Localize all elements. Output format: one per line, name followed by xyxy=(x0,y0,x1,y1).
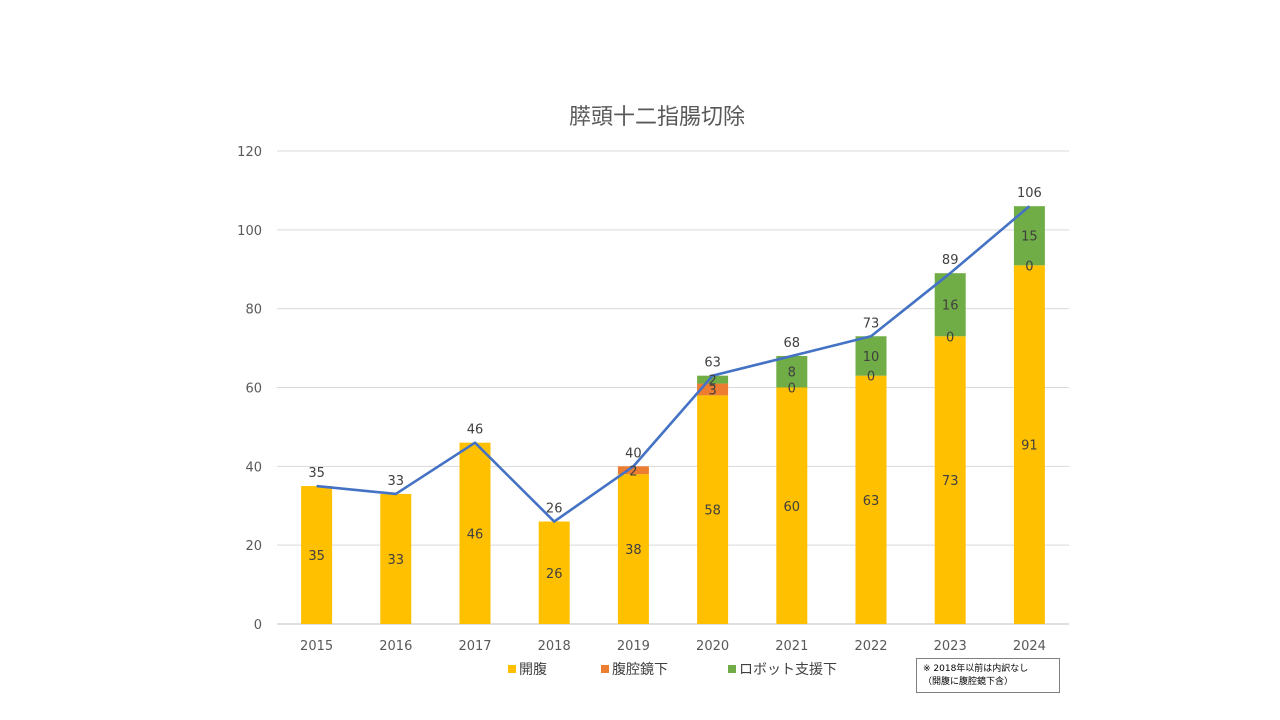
bar-segment-0 xyxy=(617,474,649,624)
total-label: 26 xyxy=(546,502,563,517)
bar-segment-0 xyxy=(1013,265,1045,624)
legend-swatch-0 xyxy=(508,665,516,673)
x-tick-label: 2018 xyxy=(538,639,571,654)
total-label: 63 xyxy=(704,356,721,371)
total-line xyxy=(316,205,1031,523)
x-tick-label: 2023 xyxy=(934,639,967,654)
segment-label: 2 xyxy=(708,374,716,389)
total-label: 46 xyxy=(467,423,484,438)
segment-label: 0 xyxy=(1025,259,1033,274)
segment-label: 38 xyxy=(625,543,642,558)
bar-segment-0 xyxy=(776,387,808,624)
x-axis-ticks: 2015 2016 2017 2018 2019 2020 2021 2022 2023 2024 xyxy=(300,639,1046,654)
bar-segment-0 xyxy=(301,486,333,624)
y-tick-label: 100 xyxy=(237,224,262,239)
total-label: 73 xyxy=(863,316,880,331)
bar-segment-1 xyxy=(697,383,729,396)
segment-label: 63 xyxy=(863,494,880,509)
total-series-line xyxy=(316,205,1031,523)
segment-label: 8 xyxy=(788,366,796,381)
y-axis-ticks: 0 20 40 60 80 100 120 xyxy=(237,145,262,633)
total-label: 106 xyxy=(1017,186,1042,201)
data-labels: 35 33462638258326008630107301691015353346… xyxy=(308,186,1041,582)
legend-label-2: ロボット支援下 xyxy=(739,662,837,678)
bar-segment-0 xyxy=(538,521,570,624)
bar-segment-0 xyxy=(697,395,729,624)
segment-label: 2 xyxy=(629,464,637,479)
segment-label: 91 xyxy=(1021,439,1038,454)
bar-segment-0 xyxy=(380,493,412,624)
total-label: 33 xyxy=(388,474,405,489)
legend-label-1: 腹腔鏡下 xyxy=(612,661,668,678)
segment-label: 16 xyxy=(942,299,959,314)
note-line-2: （開腹に腹腔鏡下含） xyxy=(923,677,1014,687)
x-tick-label: 2021 xyxy=(775,639,808,654)
legend-label-0: 開腹 xyxy=(519,661,547,678)
y-tick-label: 20 xyxy=(245,539,262,554)
x-tick-label: 2019 xyxy=(617,639,650,654)
y-tick-label: 40 xyxy=(245,460,262,475)
segment-label: 0 xyxy=(867,370,875,385)
segment-label: 60 xyxy=(784,500,801,515)
bar-segment-1 xyxy=(617,466,649,475)
segment-label: 10 xyxy=(863,350,880,365)
bars xyxy=(301,206,1045,624)
y-tick-label: 0 xyxy=(254,618,262,633)
segment-label: 26 xyxy=(546,567,563,582)
segment-label: 73 xyxy=(942,474,959,489)
legend-swatch-2 xyxy=(728,665,736,673)
bar-segment-0 xyxy=(855,375,887,624)
bar-segment-2 xyxy=(697,375,729,384)
bar-segment-2 xyxy=(855,336,887,376)
x-tick-label: 2016 xyxy=(379,639,412,654)
bar-segment-0 xyxy=(934,336,966,624)
legend: 開腹 腹腔鏡下 ロボット支援下 xyxy=(508,661,837,678)
bar-segment-0 xyxy=(459,442,491,624)
chart-title: 膵頭十二指腸切除 xyxy=(569,105,745,130)
x-tick-label: 2022 xyxy=(854,639,887,654)
total-label: 68 xyxy=(784,336,801,351)
x-tick-label: 2020 xyxy=(696,639,729,654)
segment-label: 58 xyxy=(704,504,721,519)
segment-label: 35 xyxy=(308,549,325,564)
segment-label: 0 xyxy=(946,330,954,345)
note-line-1: ※ 2018年以前は内訳なし xyxy=(923,664,1029,674)
y-tick-label: 60 xyxy=(245,382,262,397)
total-label: 35 xyxy=(308,466,325,481)
y-tick-label: 120 xyxy=(237,145,262,160)
total-label: 89 xyxy=(942,253,959,268)
total-label: 40 xyxy=(625,446,642,461)
y-tick-label: 80 xyxy=(245,303,262,318)
x-tick-label: 2017 xyxy=(458,639,491,654)
segment-label: 33 xyxy=(388,553,405,568)
segment-label: 3 xyxy=(708,383,716,398)
note-box: ※ 2018年以前は内訳なし （開腹に腹腔鏡下含） xyxy=(916,658,1060,693)
bar-segment-2 xyxy=(934,273,966,337)
segment-label: 0 xyxy=(788,382,796,397)
segment-label: 46 xyxy=(467,527,484,542)
bar-segment-2 xyxy=(776,355,808,388)
segment-label: 15 xyxy=(1021,230,1038,245)
x-tick-label: 2015 xyxy=(300,639,333,654)
legend-swatch-1 xyxy=(601,665,609,673)
x-tick-label: 2024 xyxy=(1013,639,1046,654)
